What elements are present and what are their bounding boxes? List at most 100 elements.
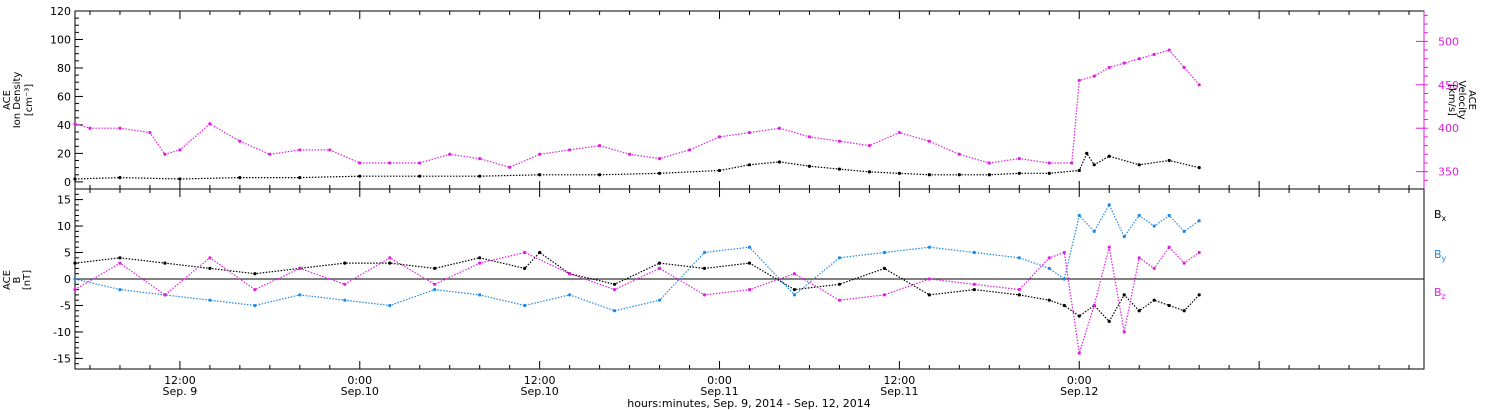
bz-point	[1107, 245, 1111, 249]
density-tick-label: 0	[64, 176, 71, 189]
density-point	[1167, 158, 1171, 163]
velocity-series	[73, 48, 1201, 169]
legend-label: B	[1434, 208, 1442, 221]
by-point	[478, 293, 482, 297]
density-axis-title-line2: Ion Density	[12, 72, 23, 129]
bz-point	[478, 261, 482, 265]
by-point	[927, 245, 931, 249]
velocity-axis-ticks: 350 400 450 500	[1416, 14, 1459, 181]
legend-label: B	[1434, 248, 1442, 261]
density-point	[1107, 154, 1111, 158]
velocity-point	[717, 135, 722, 139]
bx-point	[747, 261, 752, 265]
by-trace	[74, 203, 1200, 312]
bx-point	[1122, 293, 1126, 297]
time-tick-label: 12:00	[164, 374, 196, 387]
bz-point	[523, 250, 527, 255]
bz-point	[1122, 330, 1126, 334]
date-tick-label: Sep.12	[1060, 385, 1098, 398]
density-point	[957, 173, 961, 177]
time-tick-label: 12:00	[524, 374, 556, 387]
density-point	[1017, 171, 1021, 175]
bx-point	[1017, 293, 1021, 297]
bx-point	[208, 266, 212, 271]
bx-point	[1152, 298, 1156, 302]
velocity-tick-label: 350	[1438, 166, 1459, 179]
velocity-point	[1107, 65, 1111, 70]
bz-point	[657, 266, 662, 271]
density-point	[178, 177, 182, 181]
by-point	[747, 245, 752, 249]
by-point	[792, 293, 797, 297]
bx-point	[73, 261, 77, 265]
density-point	[478, 174, 482, 178]
by-point	[433, 287, 437, 292]
bz-point	[1092, 303, 1096, 308]
bx-point	[613, 282, 617, 286]
velocity-point	[1017, 157, 1021, 161]
velocity-point	[897, 130, 901, 135]
velocity-point	[807, 135, 812, 139]
by-point	[298, 293, 302, 297]
by-point	[613, 309, 617, 313]
bx-point	[478, 256, 482, 260]
bx-point	[1167, 303, 1171, 308]
velocity-axis-title-line3: [km/s]	[1446, 84, 1457, 116]
density-point	[598, 173, 602, 177]
density-axis-title-line1: ACE	[2, 90, 13, 110]
velocity-point	[598, 143, 602, 148]
density-tick-label: 100	[50, 33, 71, 46]
bz-point	[927, 277, 931, 281]
bz-point	[1137, 256, 1141, 260]
b-axis-ticks: -15 -10 -5 0 5 10 15	[53, 194, 83, 365]
bz-point	[837, 298, 842, 302]
velocity-point	[837, 139, 842, 143]
velocity-point	[1092, 74, 1096, 78]
by-point	[1047, 266, 1051, 271]
bx-point	[1077, 314, 1081, 318]
bx-trace	[74, 251, 1200, 323]
density-point	[867, 170, 872, 174]
bx-point	[163, 261, 167, 265]
velocity-point	[118, 126, 122, 130]
by-point	[118, 287, 122, 292]
by-point	[343, 298, 347, 302]
date-tick-label: Sep.11	[880, 385, 918, 398]
velocity-point	[1167, 48, 1171, 52]
density-point	[73, 177, 77, 181]
density-tick-label: 60	[57, 90, 71, 103]
legend-subscript: x	[1442, 214, 1447, 223]
velocity-point	[163, 152, 167, 156]
by-point	[1092, 229, 1096, 233]
bz-point	[298, 266, 302, 271]
bz-point	[792, 272, 797, 276]
density-point	[837, 167, 842, 171]
by-point	[1182, 229, 1186, 233]
by-point	[253, 303, 257, 308]
bz-point	[343, 282, 347, 286]
b-tick-label: -5	[60, 299, 71, 312]
date-tick-label: Sep.10	[521, 385, 559, 398]
bx-point	[1182, 309, 1186, 313]
bx-point	[837, 282, 842, 286]
velocity-point	[1197, 83, 1201, 87]
bx-point	[388, 261, 392, 265]
density-point	[538, 173, 542, 177]
b-axis-title-line2: B	[12, 276, 23, 283]
bx-point	[657, 261, 662, 265]
bx-point	[927, 293, 931, 297]
time-tick-label: 0:00	[1067, 374, 1092, 387]
density-point	[1047, 171, 1051, 175]
bz-point	[73, 287, 77, 292]
density-tick-label: 20	[57, 147, 71, 160]
velocity-point	[148, 130, 152, 135]
density-axis-title-line3: [cm⁻³]	[24, 84, 35, 116]
velocity-point	[747, 130, 752, 135]
density-point	[777, 160, 782, 164]
bx-point	[1137, 309, 1141, 313]
bz-point	[1182, 261, 1186, 265]
bz-point	[388, 256, 392, 260]
